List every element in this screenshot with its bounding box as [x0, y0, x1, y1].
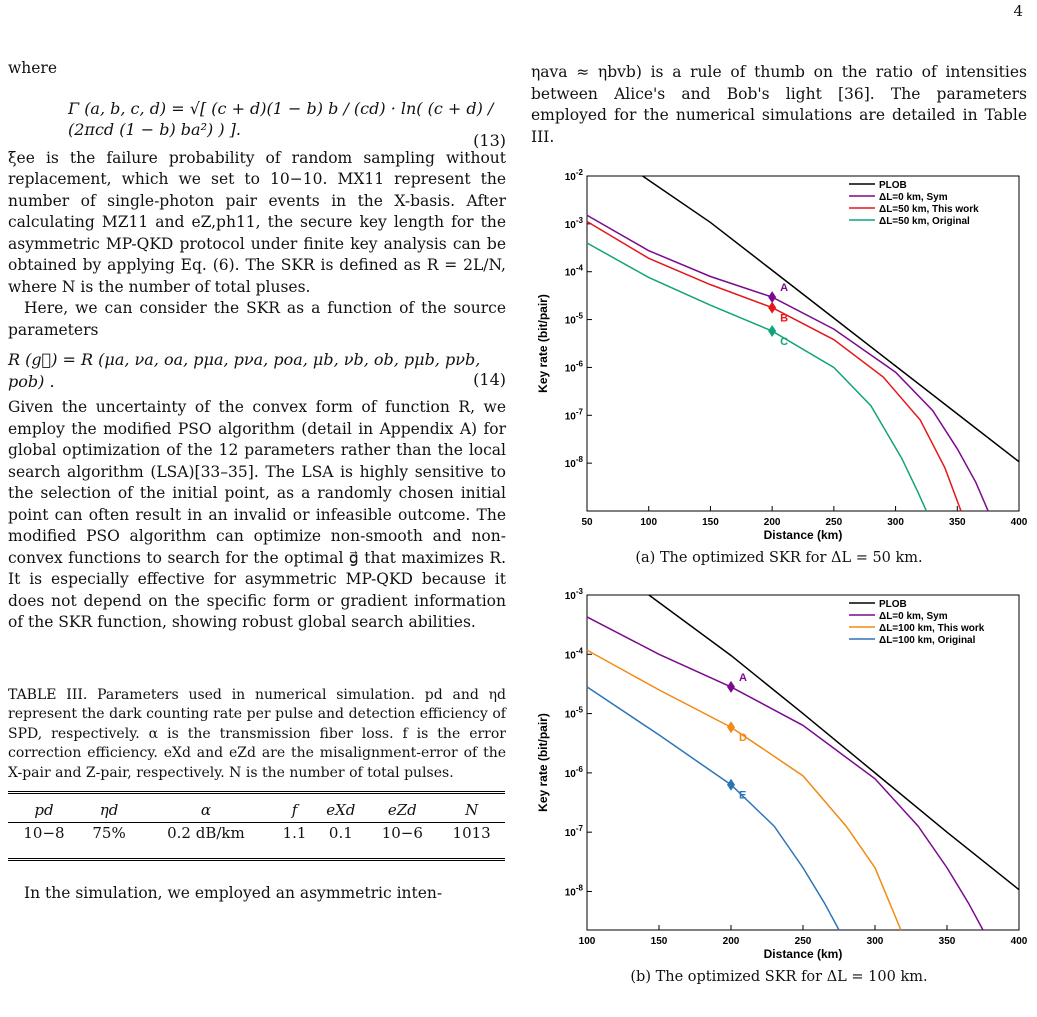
table-header-0: pd — [8, 791, 80, 823]
y-tick-label-1: 10-4 — [565, 646, 584, 661]
equation-13-number: (13) — [473, 131, 506, 150]
marker-A — [727, 680, 735, 693]
y-axis-label: Key rate (bit/pair) — [536, 294, 550, 393]
table-header-4: eXd — [315, 791, 367, 823]
x-tick-label-6: 400 — [1011, 936, 1027, 947]
table-cell-5: 10−6 — [366, 822, 439, 861]
x-tick-label-2: 200 — [723, 936, 740, 947]
legend-label-3: ΔL=50 km, Original — [879, 216, 970, 227]
y-tick-label-6: 10-8 — [565, 455, 584, 470]
y-tick-label-3: 10-5 — [565, 312, 584, 327]
paragraph-intensity-ratio: ηava ≈ ηbvb) is a rule of thumb on the r… — [531, 63, 1027, 146]
legend-label-2: ΔL=50 km, This work — [879, 204, 979, 215]
x-tick-label-7: 400 — [1011, 517, 1027, 528]
y-tick-label-4: 10-7 — [565, 824, 584, 839]
figure-b-caption: (b) The optimized SKR for ΔL = 100 km. — [630, 969, 928, 985]
x-tick-label-3: 250 — [795, 936, 812, 947]
table-header-6: N — [438, 791, 505, 823]
figure-a-caption: (a) The optimized SKR for ΔL = 50 km. — [635, 550, 923, 566]
right-column: ηava ≈ ηbvb) is a rule of thumb on the r… — [531, 62, 1027, 148]
x-tick-label-4: 300 — [867, 936, 884, 947]
table-cell-4: 0.1 — [315, 822, 367, 861]
x-tick-label-3: 200 — [764, 517, 781, 528]
series-line-3 — [586, 242, 928, 512]
left-column: where Γ (a, b, c, d) = √[ (c + d)(1 − b)… — [8, 58, 506, 905]
table-header-5: eZd — [366, 791, 439, 823]
y-tick-label-3: 10-6 — [565, 765, 584, 780]
plot-frame — [586, 175, 1020, 512]
series-line-1 — [586, 616, 984, 931]
marker-label-D: D — [739, 732, 747, 744]
x-tick-label-5: 300 — [887, 517, 904, 528]
y-tick-label-5: 10-7 — [565, 407, 584, 422]
equation-13-body: Γ (a, b, c, d) = √[ (c + d)(1 − b) b / (… — [68, 98, 494, 140]
series-line-1 — [586, 214, 989, 512]
marker-label-A: A — [739, 672, 747, 684]
figure-b: 100 150 200 250 300 350 400 10-3 10-4 10-5 10-6 10-… — [531, 585, 1028, 985]
marker-label-A: A — [780, 282, 788, 294]
table-cell-2: 0.2 dB/km — [138, 822, 274, 861]
page-number: 4 — [1013, 2, 1023, 20]
legend-label-3: ΔL=100 km, Original — [879, 635, 976, 646]
series-line-3 — [586, 686, 840, 931]
x-tick-label-1: 100 — [640, 517, 657, 528]
series-line-2 — [586, 649, 902, 931]
table-cell-1: 75% — [79, 822, 139, 861]
x-tick-label-1: 150 — [651, 936, 668, 947]
paragraph-skr-function: Here, we can consider the SKR as a funct… — [8, 299, 506, 339]
marker-A — [768, 291, 777, 304]
x-tick-label-2: 150 — [702, 517, 719, 528]
x-tick-label-0: 50 — [581, 517, 593, 528]
x-tick-label-0: 100 — [579, 936, 596, 947]
marker-B — [768, 301, 777, 314]
x-tick-label-4: 250 — [826, 517, 843, 528]
y-tick-label-1: 10-3 — [565, 216, 584, 231]
equation-14-number: (14) — [473, 370, 506, 389]
table-cell-6: 1013 — [438, 822, 505, 861]
table-header-3: f — [273, 791, 316, 823]
x-tick-label-6: 350 — [949, 517, 966, 528]
marker-E — [727, 778, 735, 791]
y-tick-label-2: 10-5 — [565, 706, 584, 721]
table-header-2: α — [138, 791, 274, 823]
y-tick-label-0: 10-3 — [565, 587, 584, 602]
marker-label-B: B — [780, 313, 788, 325]
y-tick-label-5: 10-8 — [565, 883, 584, 898]
y-tick-label-0: 10-2 — [565, 168, 584, 183]
x-axis-label: Distance (km) — [764, 528, 843, 542]
x-tick-label-5: 350 — [939, 936, 956, 947]
y-tick-label-4: 10-6 — [565, 359, 584, 374]
where-text: where — [8, 59, 58, 77]
legend-label-2: ΔL=100 km, This work — [879, 623, 985, 634]
chart-a: 50 100 150 200 250 300 350 400 10-2 10-3 10-4 10-5 1… — [536, 168, 1028, 542]
table-cell-0: 10−8 — [8, 822, 80, 861]
legend-label-1: ΔL=0 km, Sym — [879, 611, 948, 622]
figure-a: 50 100 150 200 250 300 350 400 10-2 10-3 10-4 10-5 1… — [531, 166, 1028, 566]
equation-14-body: R (g⃗) = R (μa, νa, oa, pμa, pνa, poa, μ… — [8, 350, 481, 391]
table-iii-caption: TABLE III. Parameters used in numerical … — [8, 686, 506, 781]
legend-label-1: ΔL=0 km, Sym — [879, 192, 948, 203]
marker-D — [727, 721, 735, 734]
marker-C — [768, 325, 777, 338]
equation-14: R (g⃗) = R (μa, νa, oa, pμa, pνa, poa, μ… — [8, 347, 506, 391]
table-cell-3: 1.1 — [273, 822, 316, 861]
paragraph-pso: Given the uncertainty of the convex form… — [8, 398, 506, 631]
parameters-table: pd ηd α f eXd eZd N 10−8 75% 0.2 dB/km 1.1 0.1 10−6… — [8, 791, 505, 861]
series-line-0 — [642, 175, 1020, 463]
marker-label-C: C — [780, 336, 788, 348]
series-line-0 — [648, 594, 1020, 891]
table-header-1: ηd — [79, 791, 139, 823]
legend-label-0: PLOB — [879, 599, 907, 610]
y-axis-label: Key rate (bit/pair) — [536, 713, 550, 812]
y-tick-label-2: 10-4 — [565, 264, 584, 279]
equation-13: Γ (a, b, c, d) = √[ (c + d)(1 − b) b / (… — [8, 88, 506, 151]
paragraph-sampling: ξee is the failure probability of random… — [8, 148, 506, 296]
series-line-2 — [586, 220, 962, 512]
chart-b: 100 150 200 250 300 350 400 10-3 10-4 10-5 10-6 10-… — [536, 587, 1028, 961]
legend-label-0: PLOB — [879, 180, 907, 191]
paragraph-simulation: In the simulation, we employed an asymme… — [24, 884, 443, 902]
x-axis-label: Distance (km) — [764, 947, 843, 961]
marker-label-E: E — [739, 790, 746, 802]
